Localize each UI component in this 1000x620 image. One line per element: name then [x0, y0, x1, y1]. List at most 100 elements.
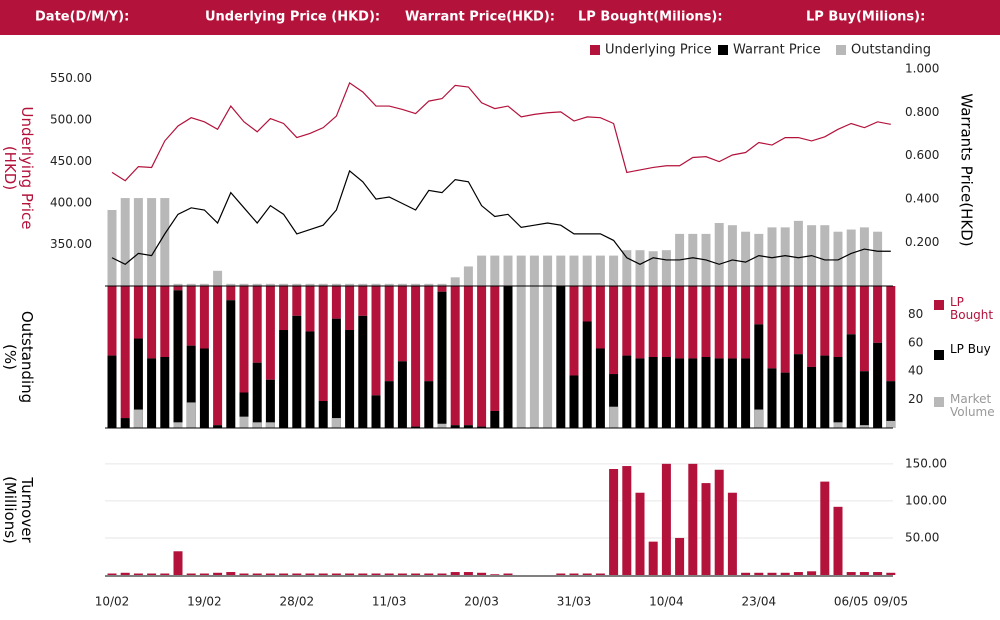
bar — [120, 286, 130, 419]
bar — [846, 286, 856, 335]
bar — [160, 573, 170, 575]
bar — [873, 286, 883, 343]
bar — [820, 355, 830, 428]
bar — [661, 357, 671, 428]
bar — [675, 537, 685, 575]
bar — [754, 572, 764, 575]
bar — [371, 286, 381, 396]
bar — [609, 286, 619, 375]
y-tick-label: 350.00 — [50, 237, 92, 251]
bar — [859, 227, 869, 286]
bar — [661, 286, 671, 357]
bar — [833, 506, 843, 575]
bar — [477, 255, 487, 286]
x-tick-label: 20/03 — [464, 595, 499, 609]
bar — [569, 375, 579, 428]
bar — [463, 286, 473, 426]
bar — [463, 572, 473, 575]
bar — [648, 541, 658, 575]
legend-swatch — [934, 300, 944, 310]
bar — [213, 425, 223, 428]
x-tick-label: 11/03 — [372, 595, 407, 609]
legend-label: Underlying Price — [605, 43, 712, 58]
bar — [173, 551, 183, 575]
bar — [358, 283, 368, 286]
y-tick-label: 20 — [908, 392, 923, 406]
bar — [609, 406, 619, 428]
bar — [701, 286, 711, 357]
bar — [556, 255, 566, 286]
legend-swatch — [836, 45, 846, 55]
bar — [107, 210, 117, 286]
bar — [886, 286, 896, 382]
bar — [292, 573, 302, 575]
bar — [463, 425, 473, 428]
bar — [173, 283, 183, 286]
y-tick-label: 40 — [908, 364, 923, 378]
legend-swatch — [718, 45, 728, 55]
bar — [133, 198, 143, 286]
y-tick-label: 550.00 — [50, 71, 92, 85]
bar — [846, 572, 856, 575]
bar — [424, 283, 434, 286]
bar — [450, 572, 460, 575]
bar — [833, 422, 843, 428]
bar — [609, 374, 619, 428]
bar — [595, 286, 605, 349]
bar — [397, 283, 407, 286]
bar — [186, 286, 196, 346]
bar — [648, 286, 658, 357]
bar — [714, 286, 724, 359]
bar — [754, 324, 764, 428]
bar — [384, 381, 394, 428]
bar — [767, 227, 777, 286]
legend-swatch — [934, 350, 944, 360]
bar — [793, 354, 803, 428]
x-tick-label: 31/03 — [557, 595, 592, 609]
bar — [133, 409, 143, 428]
bar — [490, 410, 500, 428]
bar — [186, 345, 196, 428]
bar — [886, 381, 896, 428]
y-tick-label: 400.00 — [50, 196, 92, 210]
bar — [397, 573, 407, 575]
line — [111, 81, 891, 182]
bar — [305, 573, 315, 575]
bar — [754, 233, 764, 286]
bar — [252, 286, 262, 363]
bar — [305, 283, 315, 286]
bar — [133, 286, 143, 339]
legend-label: LP Bought — [950, 295, 994, 322]
bar — [714, 223, 724, 286]
bar — [305, 286, 315, 332]
bar — [741, 572, 751, 575]
bar — [292, 286, 302, 316]
bar — [173, 290, 183, 428]
bar — [648, 251, 658, 286]
bar — [252, 283, 262, 286]
bar — [688, 286, 698, 359]
bar — [767, 572, 777, 575]
x-tick-label: 10/02 — [95, 595, 130, 609]
bar — [279, 283, 289, 286]
bar — [331, 418, 341, 428]
bar — [186, 283, 196, 286]
bar — [727, 358, 737, 428]
x-tick-label: 19/02 — [187, 595, 222, 609]
bar — [609, 255, 619, 286]
bar — [239, 392, 249, 428]
bar — [279, 286, 289, 331]
bar — [305, 331, 315, 428]
bar — [767, 368, 777, 428]
bar — [582, 573, 592, 575]
bar — [886, 572, 896, 575]
bar — [714, 469, 724, 575]
bar — [450, 286, 460, 426]
bar — [173, 286, 183, 291]
bar — [147, 198, 157, 286]
bar — [767, 286, 777, 369]
bar — [859, 425, 869, 428]
y-tick-label: 0.600 — [905, 148, 939, 162]
bar — [199, 348, 209, 428]
